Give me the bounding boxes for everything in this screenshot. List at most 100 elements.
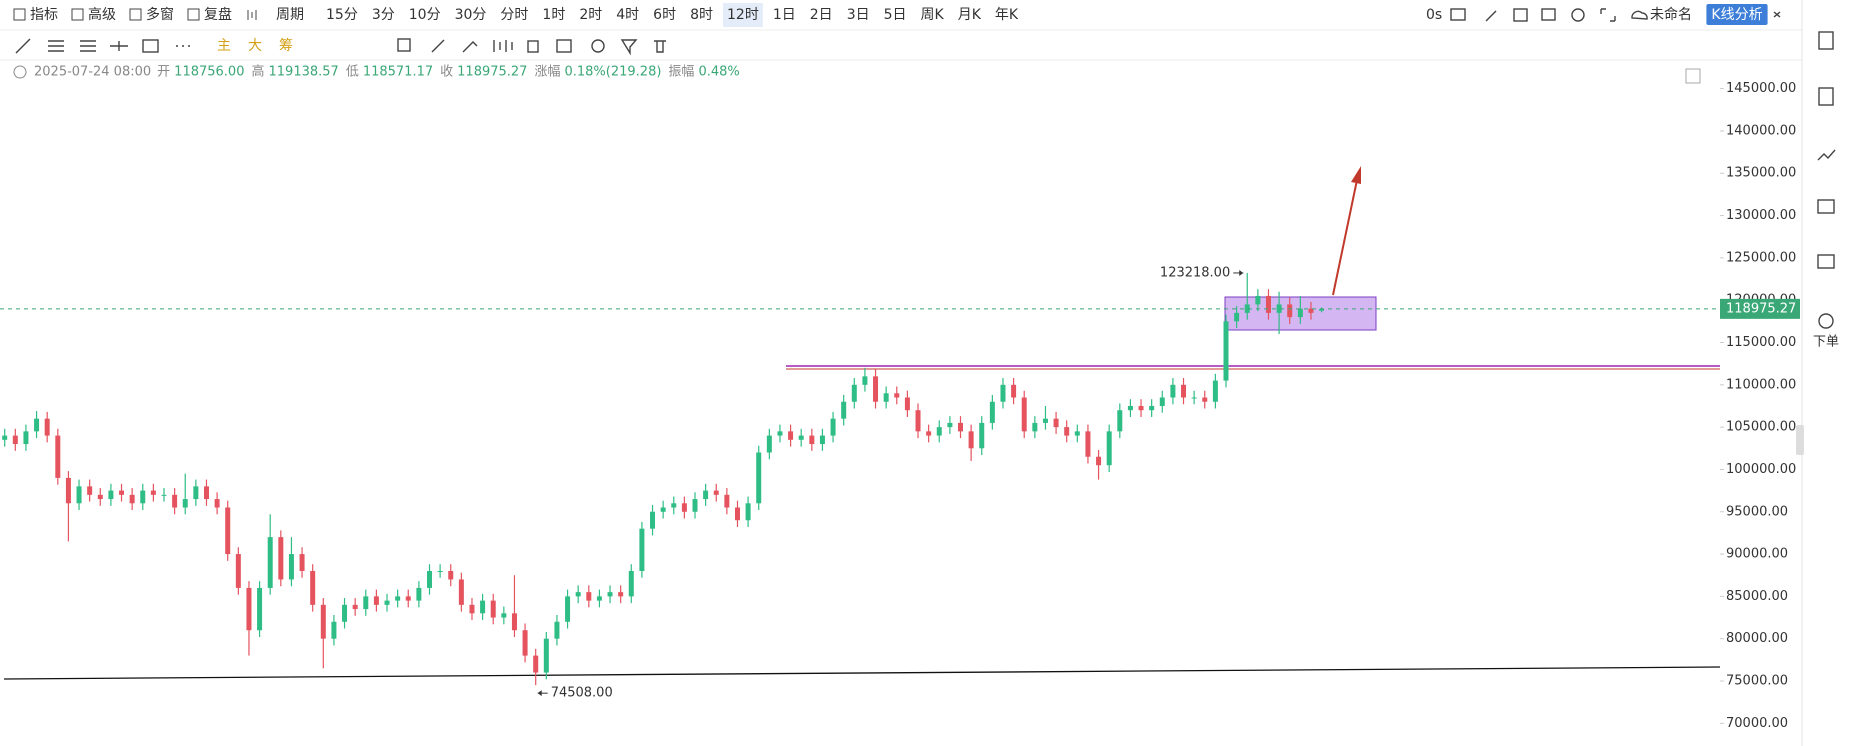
info-value: 119138.57 [269,65,339,80]
candle-body [798,435,804,440]
candle-body [1181,384,1187,398]
candle-body [873,376,879,402]
candle-body [427,570,432,588]
period[interactable]: 年K [995,7,1019,23]
y-tick-label: 130000.00 [1726,208,1796,223]
menu-item[interactable]: 复盘 [204,6,232,23]
y-tick-label: 135000.00 [1726,166,1796,181]
candle-body [788,431,794,440]
candle-body [384,600,390,605]
period[interactable]: 5日 [884,7,907,23]
candle-body [34,418,40,432]
info-label: 涨幅 [534,65,560,80]
period[interactable]: 6时 [653,7,676,23]
candle-body [1202,397,1208,402]
period[interactable]: 15分 [326,7,358,23]
candle-body [734,507,740,521]
candle-body [777,431,783,436]
period[interactable]: 1时 [542,7,565,23]
info-value: 118571.17 [363,65,433,80]
candle-body [193,486,199,500]
candle-body [533,655,539,673]
toolbar-right-icons[interactable] [1450,8,1781,22]
candle-body [660,507,666,512]
candle-body [904,397,910,411]
candle-body [1000,384,1006,402]
period[interactable]: 周K [921,7,945,23]
info-toggle[interactable] [13,65,27,79]
candle-body [543,638,549,673]
period[interactable]: 8时 [690,7,713,23]
candle-body [724,494,730,508]
menu-item[interactable]: 高级 [88,6,116,23]
period[interactable]: 30分 [455,7,487,23]
period[interactable]: 3日 [847,7,870,23]
candle-body [1265,295,1271,313]
plot-settings-icon[interactable] [1685,68,1701,84]
candle-body [108,490,114,500]
period[interactable]: 2时 [579,7,602,23]
trend-arrowhead [1351,166,1361,184]
collapse-tab[interactable] [1796,425,1804,455]
indicator-toggle[interactable]: 筹 [279,37,293,54]
candle-body [225,507,231,555]
last-price-tag [1720,298,1800,319]
candle-body [310,570,316,605]
candle-body [756,452,762,504]
candle-body [862,376,868,385]
analysis-button-bg [1706,4,1768,25]
candle-body [161,494,167,496]
menu-item[interactable]: 多窗 [146,6,174,23]
y-tick-label: 70000.00 [1726,716,1788,731]
candle-body [23,431,29,445]
candle-body [713,490,719,495]
candle-body [926,431,932,436]
candle-body [618,592,624,597]
candle-body [2,435,8,440]
period[interactable]: 分时 [500,7,528,23]
candle-body [1287,304,1293,318]
period[interactable]: 1日 [773,7,796,23]
candle-body [299,554,305,571]
period[interactable]: 4时 [616,7,639,23]
period[interactable]: 12时 [727,7,759,23]
period-highlight [723,3,763,27]
candle-body [1244,304,1250,313]
info-label: 振幅 [668,65,694,80]
candle-body [342,604,348,622]
candle-body [958,422,963,432]
period[interactable]: 月K [958,7,982,23]
indicator-toggle[interactable]: 大 [248,38,262,54]
period-menu[interactable]: 周期 [276,7,304,23]
menu-item[interactable]: 指标 [30,7,58,23]
period[interactable]: 3分 [372,7,395,23]
info-label: 高 [251,64,264,80]
layout-name[interactable]: 未命名 [1650,6,1692,23]
candle-body [1234,312,1240,322]
candle-body [681,503,687,512]
period[interactable]: 2日 [810,7,833,23]
candle-body [352,604,358,610]
indicator-toggle[interactable]: 主 [217,38,231,54]
candle-body [968,431,974,449]
candle-body [235,554,241,588]
candle-body [766,435,772,453]
candle-body [458,579,464,605]
candle-body [703,490,709,500]
drawing-tools[interactable] [15,38,666,56]
candle-body [575,592,581,597]
sidebar-icons[interactable] [1817,31,1836,329]
annotation-arrowhead [537,690,542,697]
candle-body [830,418,836,436]
candle-body [373,596,379,605]
order-button[interactable]: 下单 [1813,335,1839,350]
analysis-button[interactable]: K线分析 [1711,7,1762,23]
period[interactable]: 10分 [409,7,441,23]
candle-body [915,410,921,432]
candle-body [203,486,209,500]
candle-body [1127,405,1133,411]
menu-icon [13,8,26,21]
y-tick-label: 90000.00 [1726,547,1788,562]
candle-body [1096,456,1102,466]
